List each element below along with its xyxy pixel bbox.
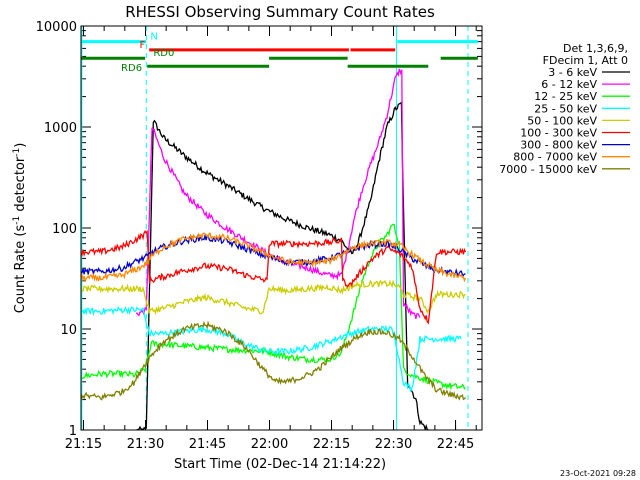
y-tick-label: 1000 bbox=[44, 121, 77, 136]
y-axis-label: Count Rate (s-1 detector-1) bbox=[12, 143, 28, 314]
ylabel-sup-1: -1 bbox=[12, 216, 22, 225]
x-tick-label: 22:30 bbox=[375, 437, 412, 452]
x-tick-label: 22:15 bbox=[313, 437, 350, 452]
plot-frame bbox=[80, 25, 483, 431]
y-tick-label: 10 bbox=[60, 323, 77, 338]
state-bar-label: RD0 bbox=[153, 48, 174, 59]
series-line bbox=[81, 232, 467, 283]
legend-entry-label: 7000 - 15000 keV bbox=[499, 163, 597, 176]
series-line bbox=[81, 223, 466, 391]
state-bar-label: N bbox=[150, 32, 157, 43]
legend-entry-label: 25 - 50 keV bbox=[534, 102, 597, 115]
footer-timestamp: 23-Oct-2021 09:28 bbox=[560, 469, 636, 478]
y-tick-label: 100 bbox=[52, 222, 77, 237]
x-tick-label: 21:15 bbox=[65, 437, 102, 452]
legend-header-2: FDecim 1, Att 0 bbox=[543, 54, 628, 67]
state-bars: NF RD0 RD6 bbox=[81, 32, 478, 74]
series-line bbox=[81, 229, 467, 325]
legend-header-1: Det 1,3,6,9, bbox=[563, 42, 628, 55]
legend-entry-label: 3 - 6 keV bbox=[548, 66, 597, 79]
x-tick-labels: 21:15 21:30 21:45 22:00 22:15 22:30 22:45 bbox=[65, 437, 475, 452]
legend-entry-label: 6 - 12 keV bbox=[541, 78, 597, 91]
series-line bbox=[81, 320, 466, 401]
y-tick-label: 10000 bbox=[36, 20, 77, 35]
legend-entry-label: 12 - 25 keV bbox=[534, 90, 597, 103]
chart-title: RHESSI Observing Summary Count Rates bbox=[125, 3, 435, 21]
series-group bbox=[81, 68, 467, 430]
legend-entry-label: 50 - 100 keV bbox=[527, 114, 597, 127]
state-bar-label: RD6 bbox=[121, 63, 142, 74]
x-axis-label: Start Time (02-Dec-14 21:14:22) bbox=[174, 457, 386, 472]
ylabel-end: ) bbox=[13, 143, 28, 148]
ylabel-mid: detector bbox=[13, 156, 28, 216]
x-tick-label: 21:45 bbox=[189, 437, 226, 452]
series-line bbox=[81, 279, 466, 316]
x-tick-label: 22:00 bbox=[251, 437, 288, 452]
legend-entry-label: 800 - 7000 keV bbox=[513, 151, 597, 164]
x-tick-label: 21:30 bbox=[127, 437, 164, 452]
legend-entry-label: 100 - 300 keV bbox=[520, 127, 597, 140]
ylabel-main: Count Rate (s bbox=[13, 225, 28, 314]
x-tick-label: 22:45 bbox=[437, 437, 474, 452]
y-tick-label: 1 bbox=[69, 424, 77, 439]
state-bar-label: F bbox=[139, 40, 145, 51]
legend-entry-label: 300 - 800 keV bbox=[520, 139, 597, 152]
series-line bbox=[136, 101, 429, 430]
vertical-markers bbox=[81, 26, 469, 430]
series-line bbox=[81, 306, 462, 392]
ylabel-sup-2: -1 bbox=[12, 148, 22, 157]
legend: Det 1,3,6,9, FDecim 1, Att 0 3 - 6 keV6 … bbox=[499, 42, 630, 176]
y-tick-labels: 1 10 100 1000 10000 bbox=[36, 20, 77, 439]
